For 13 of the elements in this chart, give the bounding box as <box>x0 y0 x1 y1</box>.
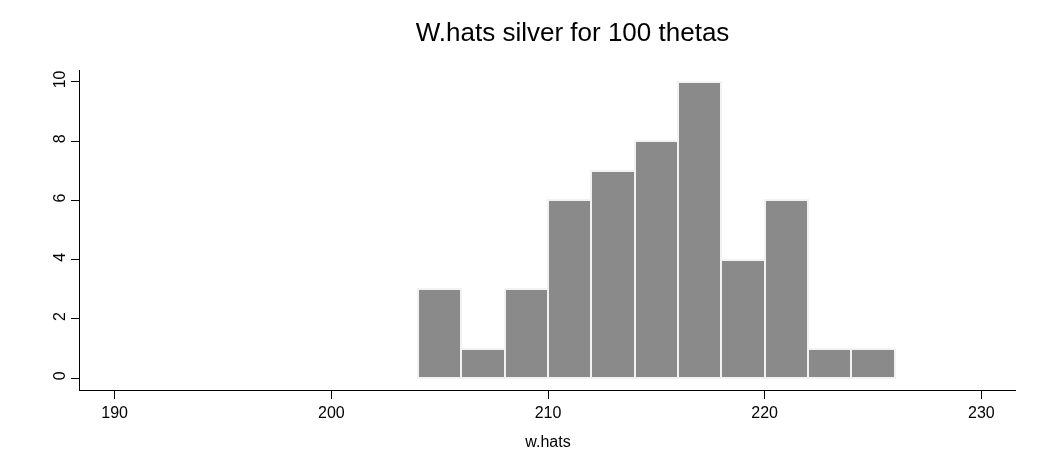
y-tick-label: 8 <box>50 134 68 144</box>
y-tick-label: 2 <box>50 311 68 321</box>
x-tick-label: 230 <box>967 404 995 422</box>
x-tick-label: 210 <box>534 404 562 422</box>
y-tick-label: 10 <box>50 70 68 89</box>
chart-title: W.hats silver for 100 thetas <box>415 17 730 48</box>
x-tick-label: 190 <box>101 404 129 422</box>
x-tick-label: 220 <box>751 404 779 422</box>
y-tick-label: 6 <box>50 193 68 203</box>
y-tick-label: 0 <box>50 371 68 381</box>
x-axis-title: w.hats <box>524 432 571 450</box>
y-tick-label: 4 <box>50 252 68 262</box>
x-tick-label: 200 <box>317 404 345 422</box>
